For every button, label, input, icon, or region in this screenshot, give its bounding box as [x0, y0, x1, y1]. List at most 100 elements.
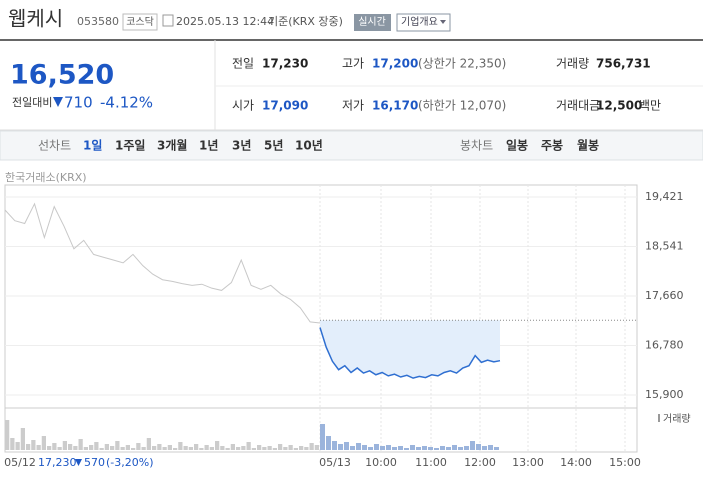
period-tab[interactable]: 5년	[264, 139, 283, 153]
volume-bar	[110, 446, 115, 450]
volume-bar	[220, 446, 225, 450]
volume-bar	[215, 441, 220, 450]
volume-bar	[178, 442, 183, 450]
y-tick-label: 17,660	[645, 289, 684, 302]
change-label: 전일대비	[12, 95, 52, 109]
y-tick-label: 16,780	[645, 339, 684, 352]
volume-bar	[188, 447, 193, 450]
stat-label: 전일	[232, 57, 254, 71]
stat-note: (상한가 22,350)	[418, 57, 506, 71]
volume-bar	[257, 445, 262, 450]
y-tick-label: 19,421	[645, 190, 684, 203]
volume-bar	[52, 443, 57, 450]
stock-name: 웹케시	[8, 7, 63, 31]
volume-bar	[362, 445, 367, 450]
volume-bar	[141, 447, 146, 450]
volume-bar	[5, 420, 10, 450]
summary-pct: (-3,20%)	[106, 456, 154, 469]
line-chart-label: 선차트	[38, 139, 71, 153]
x-tick-label: 13:00	[512, 456, 544, 469]
volume-bar	[204, 445, 209, 450]
volume-bar	[398, 446, 403, 450]
stat-label: 시가	[232, 99, 254, 113]
volume-bar	[241, 446, 246, 450]
volume-bar	[488, 445, 493, 450]
volume-bar	[404, 448, 409, 450]
volume-bar	[428, 447, 433, 450]
period-tab[interactable]: 1주일	[115, 139, 145, 153]
volume-bar	[392, 447, 397, 450]
price-line	[319, 327, 501, 379]
volume-bar	[62, 441, 67, 450]
volume-bar	[494, 447, 499, 450]
volume-bar	[434, 448, 439, 450]
stat-value: 16,170	[372, 99, 418, 113]
volume-bar	[386, 445, 391, 450]
volume-bar	[199, 448, 204, 450]
x-tick-label: 15:00	[609, 456, 641, 469]
volume-bar	[452, 445, 457, 450]
volume-bar	[304, 447, 309, 450]
volume-bar	[157, 444, 162, 450]
volume-bar	[422, 446, 427, 450]
volume-bar	[293, 448, 298, 450]
volume-bar	[47, 446, 52, 450]
tab-bar	[0, 130, 703, 161]
candle-tab[interactable]: 주봉	[541, 139, 563, 153]
volume-bar	[416, 447, 421, 450]
x-tick-label: 05/12	[4, 456, 36, 469]
plot-frame	[4, 184, 638, 453]
y-tick-label: 18,541	[645, 239, 684, 252]
period-tab[interactable]: 3년	[232, 139, 251, 153]
candle-chart-label: 봉차트	[460, 139, 493, 153]
summary-change: 570	[84, 456, 105, 469]
change-pct: -4.12%	[100, 94, 153, 112]
volume-bar	[26, 444, 31, 450]
candle-tab[interactable]: 월봉	[577, 138, 599, 153]
volume-bar	[89, 445, 94, 450]
volume-bar	[482, 446, 487, 450]
volume-bar	[368, 447, 373, 450]
volume-bar	[464, 446, 469, 450]
volume-bar	[350, 446, 355, 450]
volume-bar	[94, 442, 99, 450]
volume-bar	[225, 448, 230, 450]
volume-bar	[374, 444, 379, 450]
volume-bar	[41, 436, 46, 450]
volume-bar	[338, 444, 343, 450]
volume-bar	[320, 424, 325, 450]
volume-bar	[288, 445, 293, 450]
volume-bar	[440, 446, 445, 450]
candle-tab[interactable]: 일봉	[506, 139, 528, 153]
stock-code: 053580	[77, 15, 119, 28]
volume-bar	[125, 445, 130, 450]
volume-bar	[332, 441, 337, 450]
volume-bar	[446, 447, 451, 450]
company-button-label[interactable]: 기업개요	[401, 15, 438, 28]
volume-bar	[246, 442, 251, 450]
period-tab[interactable]: 1일	[83, 139, 102, 153]
stat-label: 거래대금	[556, 99, 600, 113]
stat-value: 17,090	[262, 99, 308, 113]
stat-value: 17,200	[372, 57, 418, 71]
volume-bar	[146, 438, 151, 450]
volume-legend-icon	[658, 414, 660, 422]
volume-bar	[78, 439, 83, 450]
stat-label: 거래량	[556, 57, 589, 71]
stat-unit: 백만	[639, 99, 661, 113]
company-button[interactable]	[396, 13, 451, 32]
volume-bar	[299, 446, 304, 450]
period-tab[interactable]: 3개월	[157, 138, 187, 153]
source: 한국거래소(KRX)	[5, 171, 87, 184]
period-tab[interactable]: 1년	[199, 139, 218, 153]
volume-bar	[209, 447, 214, 450]
period-tab[interactable]: 10년	[295, 139, 323, 153]
stat-label: 고가	[342, 57, 364, 71]
volume-legend: 거래량	[663, 413, 691, 425]
volume-bar	[476, 444, 481, 450]
volume-bar	[36, 445, 41, 450]
y-tick-label: 15,900	[645, 388, 684, 401]
market: 코스닥	[126, 16, 154, 28]
x-tick-label: 11:00	[415, 456, 447, 469]
